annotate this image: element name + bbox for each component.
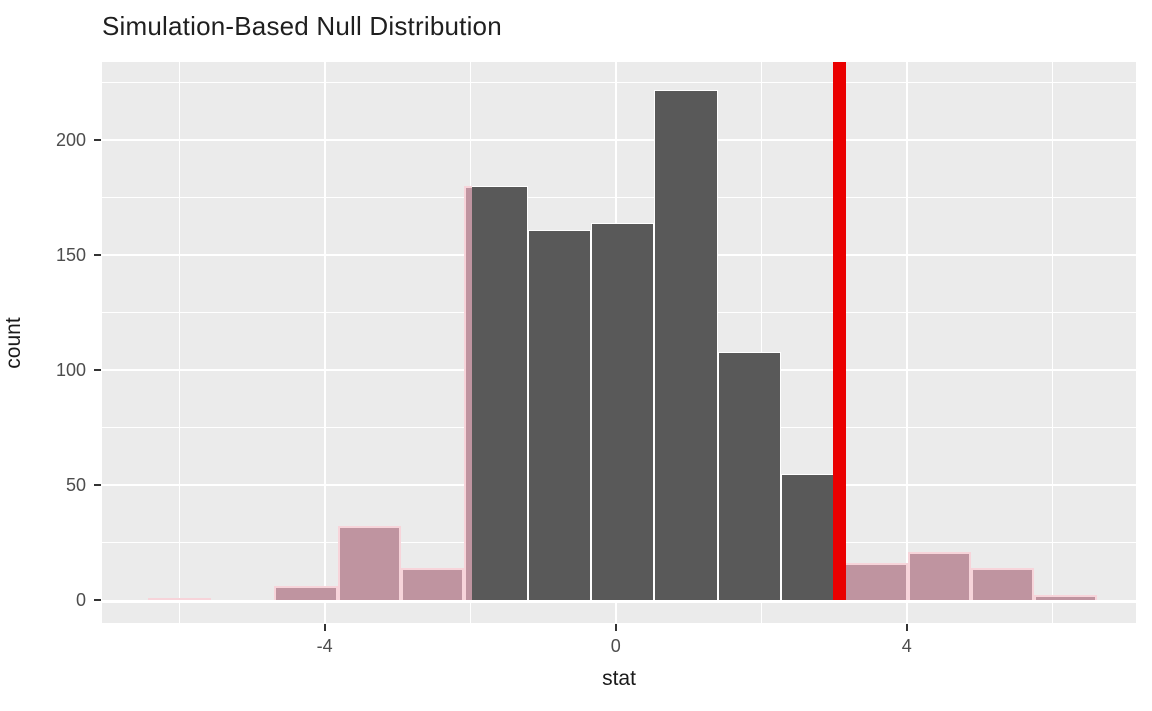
- tail-bar: [970, 567, 1035, 600]
- tail-bar: [844, 563, 908, 600]
- histogram-bar: [590, 222, 655, 600]
- tail-bar-sliver: [464, 186, 472, 600]
- y-tick-mark: [94, 484, 101, 487]
- y-tick-mark: [94, 254, 101, 257]
- y-tick-label: 200: [55, 130, 86, 151]
- y-tick-label: 50: [65, 475, 86, 496]
- y-minor-gridline: [102, 82, 1136, 84]
- y-tick-label: 100: [55, 360, 86, 381]
- histogram-bar: [471, 186, 528, 600]
- histogram-bar: [717, 351, 781, 600]
- x-major-gridline: [323, 62, 326, 623]
- x-tick-mark: [323, 624, 326, 631]
- x-axis-title: stat: [602, 667, 636, 690]
- y-tick-mark: [94, 139, 101, 142]
- tail-bar: [147, 597, 212, 600]
- x-minor-gridline: [1051, 62, 1053, 623]
- x-tick-mark: [614, 624, 617, 631]
- histogram-bar: [780, 473, 840, 600]
- x-tick-mark: [905, 624, 908, 631]
- x-tick-label: -4: [316, 636, 333, 656]
- chart-title: Simulation-Based Null Distribution: [102, 11, 502, 41]
- observed-stat-line: [833, 62, 847, 600]
- y-tick-label: 0: [75, 590, 86, 610]
- x-minor-gridline: [760, 62, 762, 623]
- y-tick-label: 150: [55, 245, 86, 266]
- histogram-bar: [654, 89, 718, 600]
- x-major-gridline: [905, 62, 908, 623]
- y-major-gridline: [102, 600, 1136, 603]
- tail-bar: [1034, 595, 1098, 600]
- y-tick-mark: [94, 599, 101, 601]
- y-major-gridline: [102, 139, 1136, 142]
- y-axis-title: count: [2, 317, 25, 369]
- x-minor-gridline: [178, 62, 180, 623]
- tail-bar: [337, 526, 402, 600]
- tail-bar: [907, 551, 971, 600]
- y-minor-gridline: [102, 197, 1136, 199]
- histogram-bar: [527, 229, 591, 600]
- y-tick-mark: [94, 369, 101, 372]
- tail-bar: [274, 586, 338, 600]
- tail-bar: [401, 567, 465, 600]
- x-tick-label: 4: [901, 636, 912, 656]
- x-tick-label: 0: [610, 636, 621, 656]
